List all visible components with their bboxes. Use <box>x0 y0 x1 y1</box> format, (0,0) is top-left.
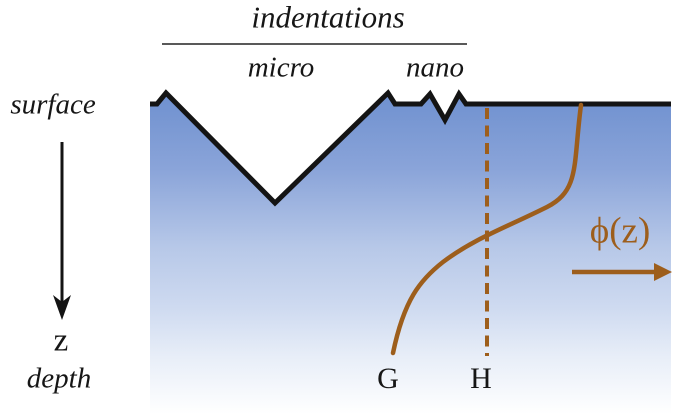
micro-label: micro <box>247 51 315 84</box>
g-curve-label: G <box>377 362 399 395</box>
g-curve <box>390 102 584 356</box>
phi-function-label: ϕ(z) <box>589 210 651 252</box>
figure-title: indentations <box>251 0 405 35</box>
material-region <box>150 93 671 417</box>
z-axis-label: z <box>53 322 69 359</box>
surface-line <box>150 89 671 207</box>
depth-label: depth <box>26 362 92 395</box>
surface-label: surface <box>10 88 96 121</box>
h-line-label: H <box>470 362 492 395</box>
nano-label: nano <box>406 51 464 84</box>
phi-arrowhead <box>654 263 672 281</box>
depth-arrowhead <box>53 295 71 320</box>
